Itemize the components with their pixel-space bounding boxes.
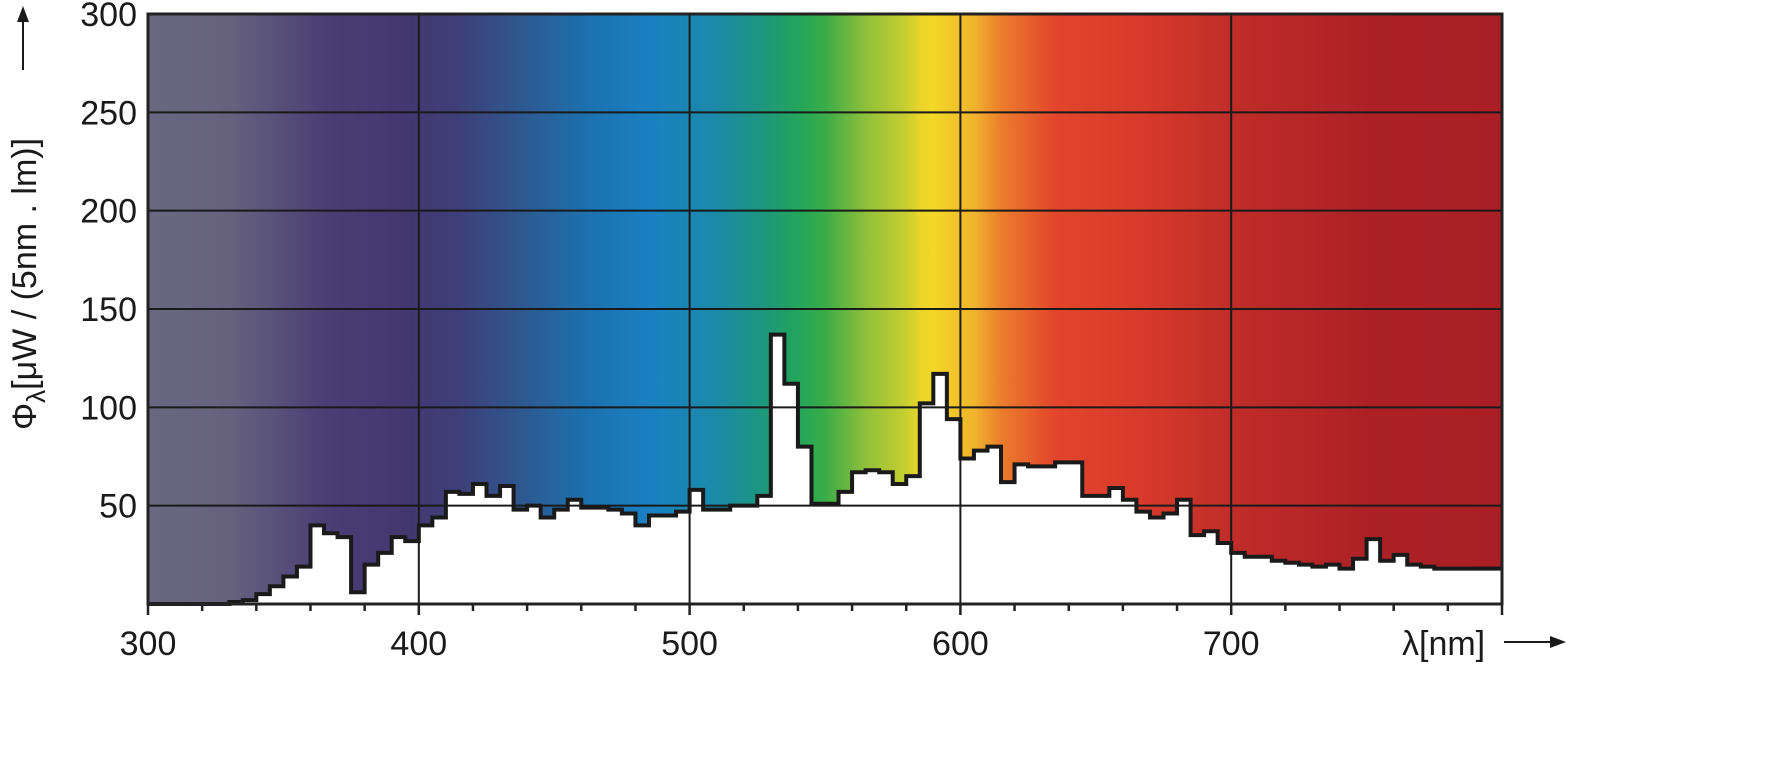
y-axis-label-symbol: Φ [6, 403, 44, 430]
y-tick-label: 200 [80, 193, 137, 231]
x-tick-label: 600 [932, 625, 989, 663]
x-tick-label: 700 [1203, 625, 1260, 663]
x-tick-label: 400 [390, 625, 447, 663]
under-curve-fill [148, 334, 1502, 604]
y-axis-tick-labels: 50 100 150 200 250 300 [80, 0, 137, 526]
plot-frame [146, 12, 1504, 606]
y-axis-label-units: [μW / (5nm . lm)] [6, 138, 44, 390]
x-axis-arrow [1504, 636, 1566, 648]
y-axis-label: Φλ[μW / (5nm . lm)] [6, 138, 51, 430]
x-axis-tick-labels: 300 400 500 600 700 [120, 625, 1260, 663]
y-axis-label-subscript: λ [21, 390, 51, 403]
y-tick-label: 100 [80, 389, 137, 427]
svg-text:Φλ[μW / (5nm . lm)]: Φλ[μW / (5nm . lm)] [6, 138, 51, 430]
y-tick-label: 150 [80, 291, 137, 329]
y-axis-arrow [17, 6, 29, 70]
y-tick-label: 250 [80, 94, 137, 132]
x-tick-label: 300 [120, 625, 177, 663]
y-tick-label: 300 [80, 0, 137, 34]
x-axis-label: λ[nm] [1402, 625, 1485, 663]
y-tick-label: 50 [99, 488, 137, 526]
x-axis-ticks [146, 604, 1504, 615]
x-tick-label: 500 [661, 625, 718, 663]
spectral-curve [148, 332, 1502, 606]
